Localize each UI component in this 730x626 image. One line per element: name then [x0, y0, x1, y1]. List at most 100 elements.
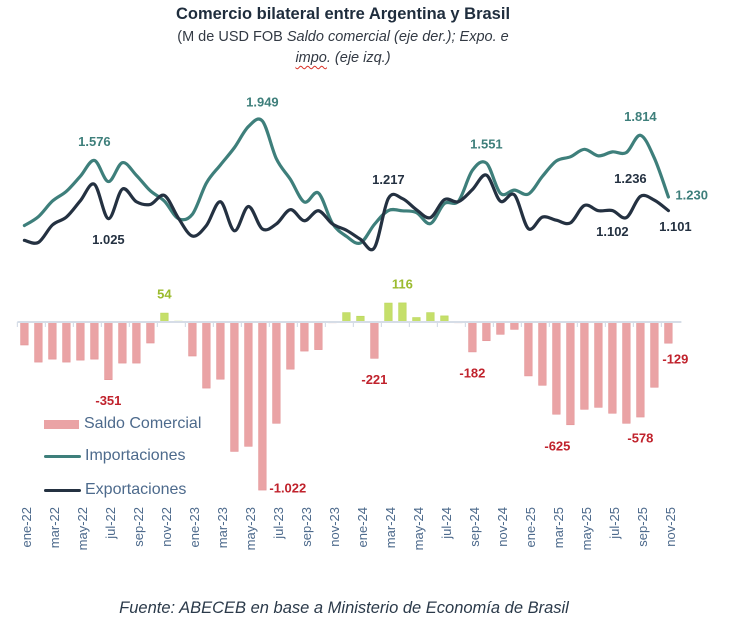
saldo-data-label: -351: [95, 393, 121, 408]
saldo-bar: [622, 321, 631, 424]
saldo-bar: [202, 321, 211, 389]
saldo-bar: [370, 321, 379, 359]
saldo-bar: [286, 321, 295, 370]
saldo-data-label: -182: [459, 365, 485, 380]
legend-item-exportaciones: Exportaciones: [44, 480, 186, 500]
saldo-bar: [76, 321, 85, 361]
x-tick-label: may-25: [579, 507, 594, 550]
saldo-bar: [664, 321, 673, 344]
saldo-bar: [90, 321, 99, 360]
saldo-data-label: -625: [544, 438, 570, 453]
saldo-bar: [146, 321, 155, 344]
x-tick-label: mar-23: [215, 507, 230, 548]
subtitle-spellcheck-word: impo: [295, 50, 327, 66]
saldo-bar: [566, 321, 575, 426]
source-note: Fuente: ABECEB en base a Ministerio de E…: [119, 599, 569, 617]
legend-item-saldo: Saldo Comercial: [44, 414, 201, 434]
subtitle-units: (M de USD FOB: [177, 29, 287, 45]
importaciones-line: [22, 117, 670, 245]
subtitle-line-1: (M de USD FOB Saldo comercial (eje der.)…: [0, 27, 686, 48]
x-tick-label: nov-24: [495, 507, 510, 547]
exportaciones-data-label: 1.217: [372, 172, 405, 187]
saldo-data-label: -129: [662, 352, 688, 367]
saldo-bar: [482, 321, 491, 342]
saldo-bar: [608, 321, 617, 414]
x-tick-label: sep-24: [467, 507, 482, 547]
x-tick-label: ene-23: [187, 507, 202, 547]
exportaciones-data-label: 1.102: [596, 224, 629, 239]
saldo-bar: [258, 321, 267, 491]
x-tick-label: mar-25: [551, 507, 566, 548]
saldo-bar: [20, 321, 29, 346]
saldo-bar: [384, 302, 393, 323]
saldo-data-label: -1.022: [269, 481, 306, 496]
importaciones-data-label: 1.949: [246, 94, 279, 109]
x-tick-label: jul-24: [439, 507, 454, 540]
saldo-bar: [496, 321, 505, 335]
importaciones-data-label: 1.230: [675, 187, 708, 202]
exportaciones-data-label: 1.101: [659, 219, 692, 234]
x-tick-label: mar-22: [47, 507, 62, 548]
x-tick-label: may-22: [75, 507, 90, 550]
saldo-bar: [230, 321, 239, 452]
saldo-bar: [426, 312, 435, 323]
saldo-bar: [314, 321, 323, 350]
legend-label-saldo: Saldo Comercial: [84, 415, 202, 432]
x-axis: [16, 320, 682, 327]
saldo-bar: [580, 321, 589, 410]
legend-swatch-importaciones: [44, 454, 81, 458]
saldo-bar: [300, 321, 309, 352]
x-tick-label: jul-25: [607, 507, 622, 540]
saldo-bar: [48, 321, 57, 360]
saldo-bar: [342, 312, 351, 323]
x-tick-label: may-24: [411, 507, 426, 550]
exportaciones-data-label: 1.236: [614, 171, 647, 186]
x-tick-label: jul-23: [271, 507, 286, 540]
subtitle-line-2: impo. (eje izq.): [0, 48, 686, 69]
saldo-bar: [524, 321, 533, 377]
legend-label-importaciones: Importaciones: [85, 447, 186, 464]
importaciones-data-label: 1.576: [78, 134, 111, 149]
saldo-bar: [104, 321, 113, 381]
saldo-bar: [398, 302, 407, 323]
x-tick-label: ene-24: [355, 507, 370, 547]
saldo-bar: [594, 321, 603, 408]
x-tick-label: may-23: [243, 507, 258, 550]
saldo-bar: [244, 321, 253, 447]
saldo-bar: [160, 312, 169, 323]
saldo-bar: [636, 321, 645, 418]
saldo-bar: [118, 321, 127, 364]
saldo-bar: [62, 321, 71, 363]
x-tick-labels: ene-22 mar-22 may-22 jul-22 sep-22 nov-22 ene-…: [19, 507, 678, 550]
chart-subtitle: (M de USD FOB Saldo comercial (eje der.)…: [0, 27, 686, 69]
saldo-bar: [538, 321, 547, 386]
saldo-data-label: 116: [392, 276, 413, 291]
saldo-bar: [188, 321, 197, 357]
x-tick-label: ene-22: [19, 507, 34, 547]
x-tick-label: ene-25: [523, 507, 538, 547]
trade-lines: [22, 117, 670, 252]
legend-swatch-saldo: [44, 419, 79, 429]
x-tick-label: sep-25: [635, 507, 650, 547]
saldo-bar: [272, 321, 281, 424]
saldo-bar: [34, 321, 43, 363]
chart-title: Comercio bilateral entre Argentina y Bra…: [175, 5, 511, 23]
legend-swatch-exportaciones: [44, 488, 81, 492]
exportaciones-line: [22, 173, 670, 252]
saldo-data-label: -221: [361, 372, 387, 387]
saldo-bar: [510, 321, 519, 330]
saldo-bar: [132, 321, 141, 364]
x-tick-label: mar-24: [383, 507, 398, 548]
x-tick-label: nov-25: [663, 507, 678, 547]
importaciones-data-label: 1.551: [470, 137, 503, 152]
importaciones-data-label: 1.814: [624, 109, 657, 124]
legend-item-importaciones: Importaciones: [44, 446, 186, 466]
subtitle-axes-note: Saldo comercial (eje der.); Expo. e: [286, 29, 509, 45]
x-tick-label: sep-23: [299, 507, 314, 547]
saldo-data-label: 54: [157, 287, 172, 302]
x-tick-label: jul-22: [103, 507, 118, 540]
x-tick-label: nov-23: [327, 507, 342, 547]
saldo-bar: [552, 321, 561, 415]
x-tick-label: sep-22: [131, 507, 146, 547]
